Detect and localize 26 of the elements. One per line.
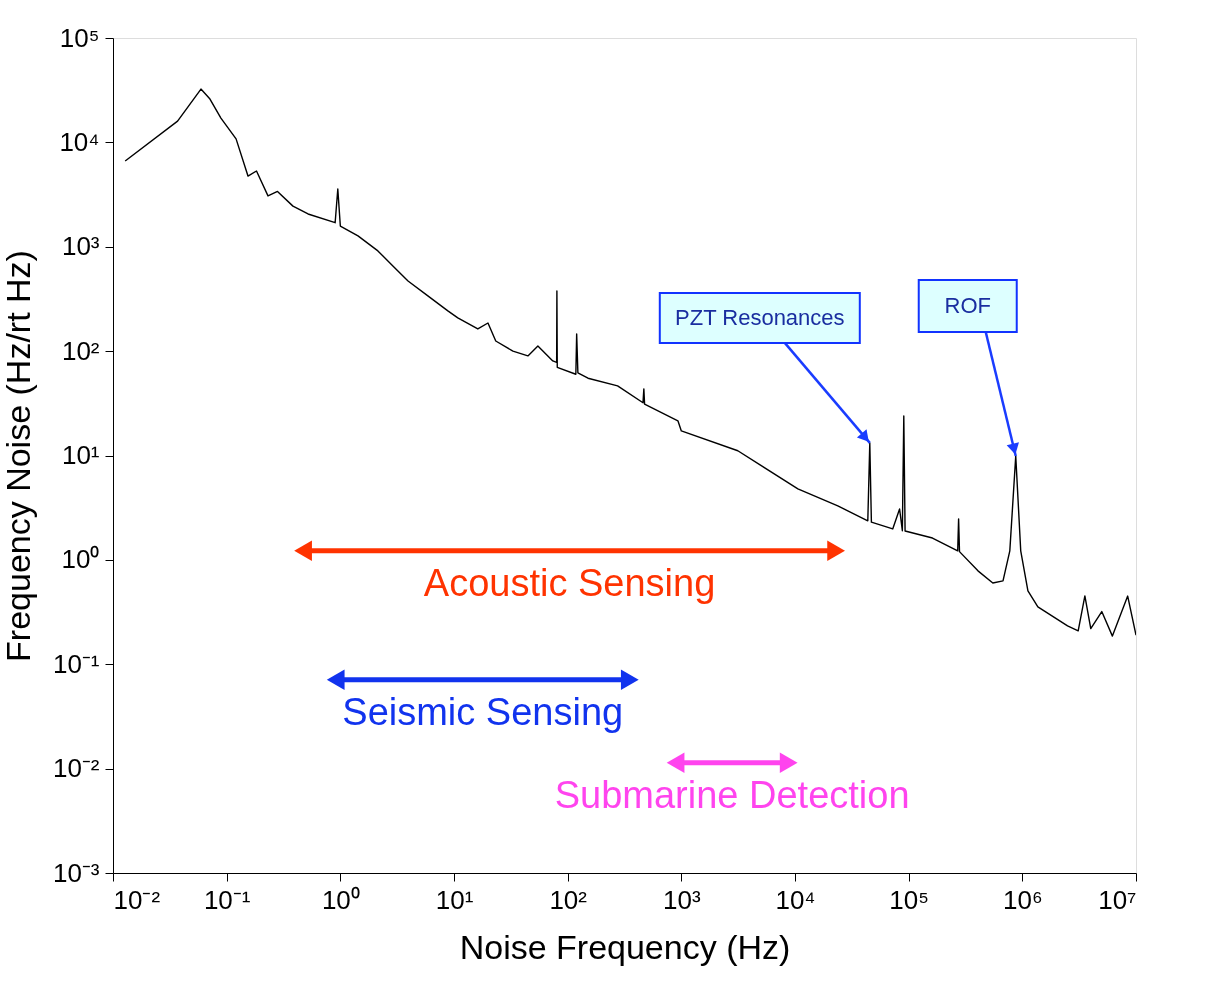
series-label: Acoustic Sensing bbox=[423, 561, 716, 604]
y-tick-label: 10¹ bbox=[61, 440, 100, 470]
y-tick-label: 10⁻¹ bbox=[52, 648, 100, 679]
annotation: PZT Resonances bbox=[675, 304, 845, 330]
series-label: Submarine Detection bbox=[554, 773, 910, 816]
x-tick-label: 10⁴ bbox=[775, 884, 816, 915]
x-tick-label: 10¹ bbox=[435, 884, 474, 915]
x-tick-label: 10² bbox=[549, 884, 588, 915]
y-tick-label: 10³ bbox=[61, 231, 100, 262]
x-tick-label: 10⁻² bbox=[113, 884, 161, 915]
y-tick-label: 10⁻² bbox=[52, 753, 100, 784]
y-tick-label: 10⁻³ bbox=[52, 857, 100, 888]
x-tick-label: 10⁻¹ bbox=[203, 884, 251, 915]
annotation: ROF bbox=[944, 292, 991, 318]
x-tick-label: 10⁷ bbox=[1098, 884, 1137, 915]
x-tick-label: 10⁶ bbox=[1003, 884, 1043, 915]
series-label: Seismic Sensing bbox=[342, 690, 624, 733]
y-axis-title: Frequency Noise (Hz/rt Hz) bbox=[0, 250, 37, 662]
x-tick-label: 10⁰ bbox=[321, 884, 360, 915]
y-tick-label: 10² bbox=[61, 335, 100, 366]
y-tick-label: 10⁰ bbox=[61, 544, 100, 575]
x-tick-label: 10³ bbox=[663, 884, 701, 915]
y-tick-label: 10⁵ bbox=[59, 22, 100, 53]
y-tick-label: 10⁴ bbox=[59, 126, 100, 157]
x-tick-label: 10⁵ bbox=[889, 884, 930, 915]
x-axis-title: Noise Frequency (Hz) bbox=[459, 927, 791, 966]
